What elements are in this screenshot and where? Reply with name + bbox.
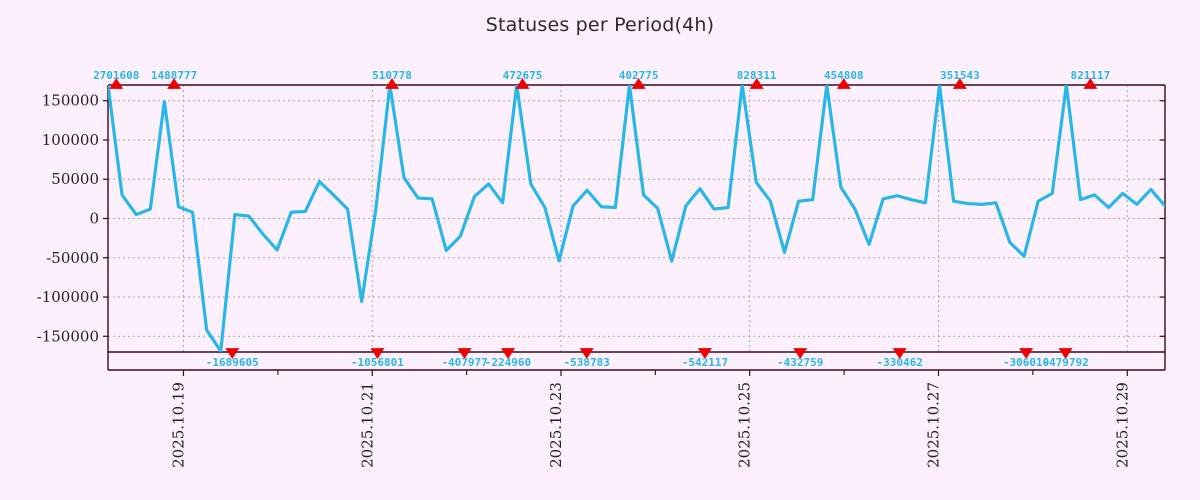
- trough-marker: [225, 348, 240, 359]
- x-tick-label: 2025.10.29: [1113, 382, 1131, 468]
- trough-marker: [793, 348, 808, 359]
- grid-lines: [108, 85, 1165, 352]
- y-tick-label: 50000: [51, 170, 99, 188]
- trough-value-label: -306010: [1003, 356, 1049, 369]
- peak-marker: [749, 78, 764, 89]
- peak-value-label: 2701608: [93, 69, 139, 82]
- peak-value-label: 351543: [940, 69, 980, 82]
- x-tick-label: 2025.10.23: [547, 382, 565, 468]
- trough-value-label: -538783: [564, 356, 610, 369]
- trough-marker: [457, 348, 472, 359]
- trough-marker: [1019, 348, 1034, 359]
- chart-title: Statuses per Period(4h): [485, 14, 715, 36]
- peak-marker: [515, 78, 530, 89]
- y-axis-ticks: 150000 100000 50000 0 -50000 -100000 -150000: [37, 92, 1165, 345]
- trough-value-label: -542117: [682, 356, 728, 369]
- x-tick-label: 2025.10.21: [358, 382, 376, 468]
- x-tick-label: 2025.10.25: [736, 382, 754, 468]
- trough-marker: [697, 348, 712, 359]
- y-tick-label: -50000: [46, 249, 99, 267]
- peak-value-label: 454808: [824, 69, 864, 82]
- y-tick-label: 100000: [42, 131, 99, 149]
- trough-value-label: -432759: [777, 356, 823, 369]
- trough-marker: [892, 348, 907, 359]
- peak-value-label: 402775: [619, 69, 659, 82]
- y-tick-label: 0: [89, 210, 99, 228]
- trough-value-label: -330462: [877, 356, 923, 369]
- y-tick-label: -100000: [37, 288, 99, 306]
- peak-value-label: 510778: [372, 69, 412, 82]
- trough-marker: [500, 348, 515, 359]
- outlier-markers: [109, 78, 1098, 359]
- trough-marker: [370, 348, 385, 359]
- trough-value-label: -1689605: [206, 356, 259, 369]
- peak-marker: [385, 78, 400, 89]
- peak-marker: [952, 78, 967, 89]
- data-series-line: [108, 85, 1165, 352]
- trough-value-label: -407977: [441, 356, 487, 369]
- peak-marker: [836, 78, 851, 89]
- peak-value-label: 821117: [1071, 69, 1111, 82]
- x-tick-label: 2025.10.19: [169, 382, 187, 468]
- trough-value-label: -1056801: [351, 356, 404, 369]
- y-tick-label: 150000: [42, 92, 99, 110]
- peak-value-label: 472675: [503, 69, 543, 82]
- y-tick-label: -150000: [37, 327, 99, 345]
- peak-marker: [167, 78, 182, 89]
- trough-value-label: -224960: [485, 356, 531, 369]
- trough-value-label: -479792: [1042, 356, 1088, 369]
- peak-value-label: 1488777: [151, 69, 197, 82]
- peak-marker: [1083, 78, 1098, 89]
- outlier-value-labels: 2701608 1488777 510778 472675 402775 828311 45…: [93, 69, 1110, 369]
- trough-marker: [1058, 348, 1073, 359]
- peak-marker: [631, 78, 646, 89]
- x-axis-ticks: 2025.10.19 2025.10.21 2025.10.23 2025.10.25…: [169, 370, 1131, 468]
- peak-value-label: 828311: [737, 69, 777, 82]
- peak-marker: [109, 78, 124, 89]
- trough-marker: [579, 348, 594, 359]
- x-tick-label: 2025.10.27: [924, 382, 942, 468]
